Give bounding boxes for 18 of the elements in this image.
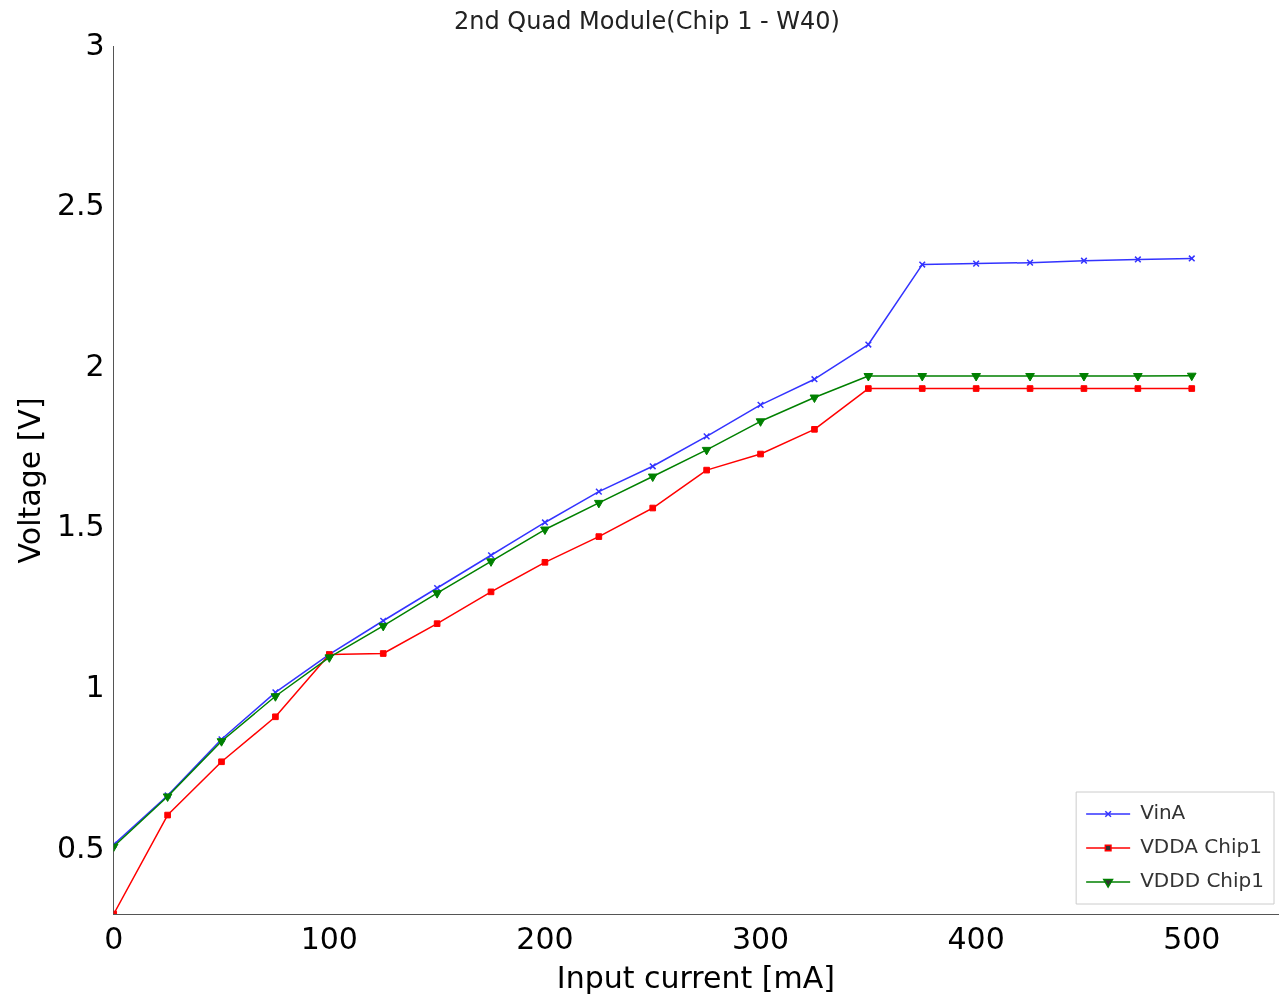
y-tick-label: 1.5 [56, 508, 105, 544]
y-tick-label: 2.5 [56, 187, 105, 223]
legend-label: VDDD Chip1 [1140, 868, 1264, 893]
x-tick-label: 400 [947, 920, 1005, 956]
x-tick-label: 0 [104, 920, 124, 956]
y-axis-title: Voltage [V] [11, 397, 47, 564]
y-tick-label: 2 [85, 347, 105, 383]
x-tick-label: 500 [1163, 920, 1221, 956]
legend-label: VDDA Chip1 [1140, 834, 1262, 859]
y-tick-label: 1 [85, 668, 105, 704]
x-tick-label: 300 [731, 920, 790, 956]
y-tick-label: 0.5 [56, 829, 105, 865]
x-tick-label: 200 [516, 920, 574, 956]
x-axis-title: Input current [mA] [556, 959, 835, 995]
chart-title: 2nd Quad Module(Chip 1 - W40) [454, 6, 840, 35]
legend-label: VinA [1140, 800, 1186, 825]
y-tick-label: 3 [85, 26, 105, 62]
x-tick-label: 100 [300, 920, 358, 956]
